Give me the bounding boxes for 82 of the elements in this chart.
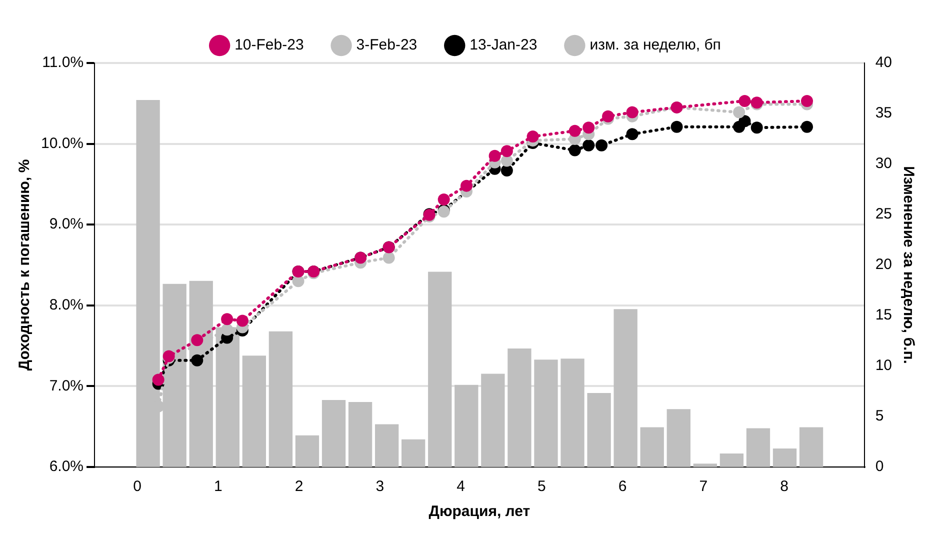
bar: [374, 424, 399, 467]
x-axis-title: Дюрация, лет: [428, 503, 530, 520]
bar: [454, 384, 478, 467]
bar: [402, 439, 426, 467]
point: [733, 106, 746, 118]
point: [500, 164, 513, 176]
x-tick-label: 1: [214, 478, 222, 496]
point: [670, 120, 683, 133]
legend-label: 3-Feb-23: [356, 36, 418, 54]
bar: [746, 428, 770, 467]
x-tick-label: 8: [780, 478, 789, 496]
bar: [322, 400, 346, 467]
bar: [268, 331, 293, 467]
point: [460, 180, 472, 192]
point: [152, 374, 164, 386]
bar: [242, 356, 266, 467]
x-tick-label: 4: [456, 478, 465, 496]
x-tick-label: 2: [294, 478, 304, 496]
point: [526, 130, 539, 143]
x-tick-label: 7: [699, 478, 708, 496]
bar: [428, 272, 452, 467]
y2-tick-label: 5: [875, 408, 884, 425]
legend-label: изм. за неделю, бп: [590, 36, 721, 54]
y-tick-label: 9.0%: [49, 216, 84, 233]
bar: [666, 409, 690, 467]
point: [750, 122, 763, 134]
y-tick-label: 6.0%: [49, 458, 84, 476]
bar: [693, 464, 717, 467]
y2-tick-label: 40: [875, 54, 892, 72]
y2-tick-label: 25: [875, 206, 892, 223]
y2-tick-label: 15: [875, 306, 892, 324]
y-tick-label: 11.0%: [42, 54, 84, 72]
point: [191, 354, 204, 366]
y2-tick-label: 0: [875, 458, 884, 476]
y-tick-label: 7.0%: [49, 377, 84, 394]
point: [582, 122, 595, 134]
point: [221, 324, 234, 336]
y2-tick-label: 10: [875, 357, 892, 374]
bar: [348, 402, 372, 467]
x-tick-label: 6: [618, 478, 627, 496]
point: [236, 314, 248, 327]
y2-axis-title: Изменение за неделю, б.п.: [900, 166, 917, 364]
y-axis-title: Доходность к погашению, %: [16, 159, 34, 371]
x-tick-label: 0: [133, 478, 142, 496]
point: [221, 313, 234, 326]
bar: [614, 309, 638, 467]
x-tick-label: 3: [376, 478, 384, 496]
point: [738, 115, 751, 128]
point: [191, 334, 204, 346]
legend-label: 10-Feb-23: [234, 36, 304, 54]
point: [602, 110, 614, 122]
y2-tick-label: 20: [875, 256, 892, 274]
point: [568, 124, 581, 137]
y-tick-label: 8.0%: [49, 296, 84, 314]
y2-tick-label: 30: [875, 155, 892, 172]
point: [582, 139, 595, 152]
point: [488, 150, 501, 162]
bar: [481, 374, 505, 467]
point: [568, 144, 581, 156]
x-tick-label: 5: [538, 478, 546, 496]
bar: [295, 435, 320, 467]
bar: [720, 454, 744, 467]
bar: [587, 392, 611, 467]
point: [800, 120, 813, 133]
point: [438, 194, 450, 206]
point: [382, 252, 395, 264]
bar: [508, 348, 532, 467]
bar: [640, 427, 664, 467]
y2-tick-label: 35: [875, 104, 892, 122]
y-tick-label: 10.0%: [40, 134, 84, 152]
point: [800, 94, 813, 107]
point: [738, 94, 751, 107]
bar: [799, 427, 824, 467]
point: [500, 145, 513, 158]
legend-label: 13-Jan-23: [470, 36, 538, 54]
point: [626, 128, 638, 140]
bar: [772, 448, 797, 467]
point: [596, 139, 608, 152]
point: [500, 154, 513, 167]
bar: [534, 360, 558, 467]
point: [626, 106, 638, 118]
bar: [560, 358, 584, 467]
